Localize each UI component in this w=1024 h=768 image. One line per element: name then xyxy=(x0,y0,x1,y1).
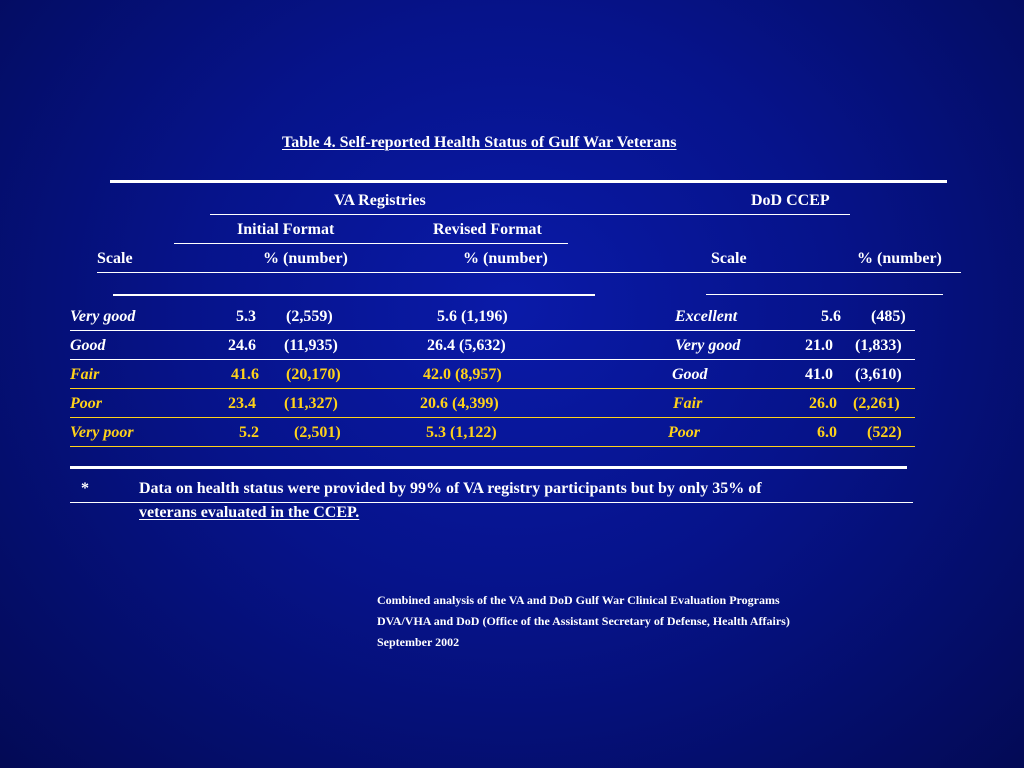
col-dod-scale: Scale xyxy=(711,250,747,267)
footnote-line-2: veterans evaluated in the CCEP. xyxy=(139,504,360,521)
top-rule xyxy=(110,180,947,183)
va-initial-number: (11,935) xyxy=(284,337,338,354)
table-title: Table 4. Self-reported Health Status of … xyxy=(282,134,677,151)
dod-scale-label: Very good xyxy=(675,337,741,354)
dod-pct: 5.6 xyxy=(821,308,841,325)
va-revised-value: 20.6 (4,399) xyxy=(420,395,499,412)
dod-number: (2,261) xyxy=(853,395,900,412)
dod-number: (1,833) xyxy=(855,337,902,354)
citation-line-3: September 2002 xyxy=(377,635,460,649)
va-initial-number: (2,501) xyxy=(294,424,341,441)
va-revised-value: 42.0 (8,957) xyxy=(423,366,502,383)
table-row xyxy=(70,308,915,331)
col-scale: Scale xyxy=(97,250,133,267)
header-dod-ccep: DoD CCEP xyxy=(751,192,830,209)
va-initial-pct: 23.4 xyxy=(228,395,256,412)
dod-header-rule xyxy=(706,294,943,295)
dod-scale-label: Poor xyxy=(668,424,700,441)
dod-number: (3,610) xyxy=(855,366,902,383)
bottom-rule xyxy=(70,466,907,469)
va-revised-value: 5.6 (1,196) xyxy=(437,308,508,325)
va-scale-label: Very good xyxy=(70,308,136,325)
va-revised-value: 26.4 (5,632) xyxy=(427,337,506,354)
footnote-underline xyxy=(70,480,913,503)
table-row xyxy=(70,337,915,360)
col-dod-pct: % (number) xyxy=(857,250,942,267)
footnote-line-1: Data on health status were provided by 9… xyxy=(139,480,762,497)
table-row xyxy=(70,424,915,447)
table-row xyxy=(70,366,915,389)
dod-pct: 26.0 xyxy=(809,395,837,412)
dod-pct: 21.0 xyxy=(805,337,833,354)
va-initial-pct: 5.2 xyxy=(239,424,259,441)
footnote-mark: * xyxy=(81,480,89,497)
va-scale-label: Good xyxy=(70,337,106,354)
dod-pct: 6.0 xyxy=(817,424,837,441)
va-scale-label: Very poor xyxy=(70,424,134,441)
va-header-rule xyxy=(113,294,595,296)
va-scale-label: Poor xyxy=(70,395,102,412)
va-initial-pct: 24.6 xyxy=(228,337,256,354)
column-header-underline xyxy=(97,250,961,273)
va-initial-pct: 41.6 xyxy=(231,366,259,383)
dod-pct: 41.0 xyxy=(805,366,833,383)
va-initial-number: (11,327) xyxy=(284,395,338,412)
header-revised-format: Revised Format xyxy=(433,221,542,238)
va-initial-number: (2,559) xyxy=(286,308,333,325)
header-va-registries: VA Registries xyxy=(334,192,426,209)
citation-line-1: Combined analysis of the VA and DoD Gulf… xyxy=(377,593,780,607)
group-header-underline xyxy=(210,192,850,215)
va-revised-value: 5.3 (1,122) xyxy=(426,424,497,441)
col-revised-pct: % (number) xyxy=(463,250,548,267)
dod-scale-label: Excellent xyxy=(675,308,738,325)
table-row xyxy=(70,395,915,418)
va-initial-number: (20,170) xyxy=(286,366,341,383)
col-initial-pct: % (number) xyxy=(263,250,348,267)
citation-line-2: DVA/VHA and DoD (Office of the Assistant… xyxy=(377,614,790,628)
dod-number: (522) xyxy=(867,424,902,441)
dod-number: (485) xyxy=(871,308,906,325)
dod-scale-label: Fair xyxy=(673,395,703,412)
format-header-underline xyxy=(174,221,568,244)
va-initial-pct: 5.3 xyxy=(236,308,256,325)
header-initial-format: Initial Format xyxy=(237,221,335,238)
va-scale-label: Fair xyxy=(70,366,100,383)
dod-scale-label: Good xyxy=(672,366,708,383)
